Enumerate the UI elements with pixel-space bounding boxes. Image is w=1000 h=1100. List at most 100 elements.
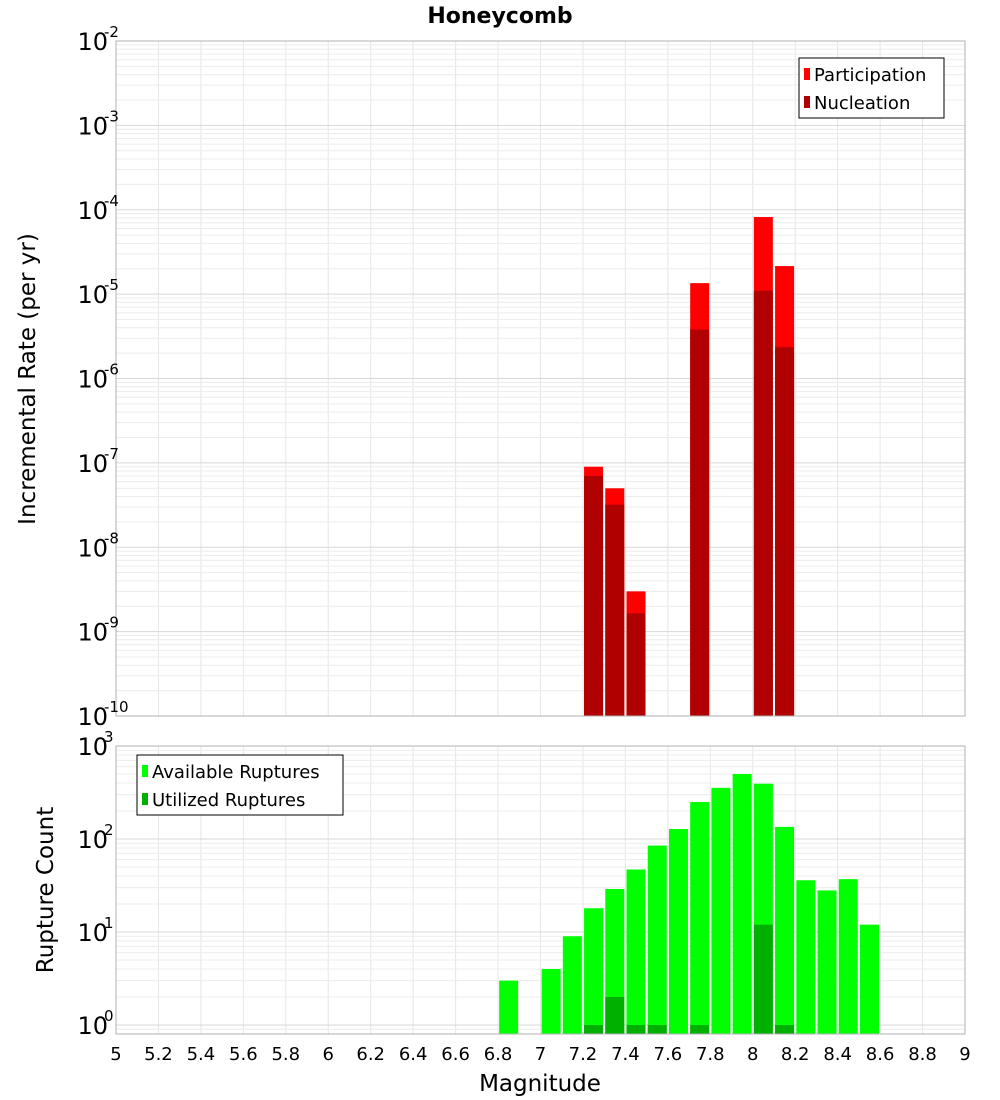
bar-nucleation [690, 329, 710, 716]
y-tick-exponent: 0 [104, 1007, 114, 1025]
x-tick-label: 9 [959, 1044, 970, 1065]
y-tick-exponent: -5 [104, 276, 119, 294]
y-tick-base: 10 [77, 197, 108, 225]
legend-swatch [804, 68, 810, 80]
y-tick-exponent: -8 [104, 529, 119, 547]
x-tick-label: 7.6 [654, 1044, 683, 1065]
y-tick-label: 100 [77, 1007, 113, 1040]
x-axis-label: Magnitude [479, 1071, 601, 1097]
bar-nucleation [605, 504, 625, 716]
bar-available-ruptures [775, 826, 795, 1034]
bar-available-ruptures [668, 829, 688, 1034]
legend-swatch [804, 96, 810, 108]
y-axis-label: Incremental Rate (per yr) [15, 233, 41, 525]
x-tick-label: 5.2 [144, 1044, 173, 1065]
bar-utilized-ruptures [753, 924, 773, 1034]
legend-entry: Available Ruptures [152, 762, 320, 783]
y-tick-label: 10-6 [77, 361, 119, 394]
y-tick-label: 10-10 [77, 698, 128, 731]
x-tick-label: 5.4 [187, 1044, 216, 1065]
y-tick-exponent: 1 [104, 914, 114, 932]
legend-entry: Utilized Ruptures [152, 790, 305, 811]
bar-available-ruptures [562, 936, 582, 1034]
y-tick-exponent: -7 [104, 445, 119, 463]
legend: Available Ruptures Utilized Ruptures [136, 754, 344, 816]
bar-utilized-ruptures [605, 996, 625, 1034]
legend-box [798, 57, 945, 119]
bar-available-ruptures [859, 924, 879, 1034]
x-tick-label: 8 [747, 1044, 758, 1065]
bar-utilized-ruptures [584, 1024, 604, 1034]
x-tick-label: 6.8 [484, 1044, 513, 1065]
x-tick-label: 7.8 [696, 1044, 725, 1065]
x-tick-label: 7 [535, 1044, 546, 1065]
x-tick-label: 6.6 [441, 1044, 470, 1065]
legend: Participation Nucleation [798, 57, 945, 119]
y-tick-base: 10 [77, 919, 108, 947]
y-tick-base: 10 [77, 450, 108, 478]
y-tick-base: 10 [77, 366, 108, 394]
y-tick-exponent: -10 [104, 698, 129, 716]
x-tick-label: 5.6 [229, 1044, 258, 1065]
x-tick-label: 7.4 [611, 1044, 640, 1065]
bar-utilized-ruptures [775, 1024, 795, 1034]
y-tick-exponent: -9 [104, 614, 119, 632]
x-tick-label: 8.8 [908, 1044, 937, 1065]
y-tick-exponent: -2 [104, 23, 119, 41]
x-tick-label: 8.6 [866, 1044, 895, 1065]
legend-entry: Participation [814, 65, 926, 86]
x-tick-label: 8.4 [823, 1044, 852, 1065]
bar-available-ruptures [584, 908, 604, 1034]
bar-nucleation [775, 347, 795, 716]
y-tick-label: 10-7 [77, 445, 119, 478]
legend-swatch [142, 793, 148, 805]
bar-utilized-ruptures [647, 1024, 667, 1034]
y-tick-exponent: -4 [104, 192, 119, 210]
y-tick-base: 10 [77, 28, 108, 56]
y-tick-base: 10 [77, 733, 108, 761]
legend-box [136, 754, 344, 816]
plot-frame-1 [115, 745, 966, 1035]
y-tick-base: 10 [77, 1012, 108, 1040]
y-tick-exponent: -6 [104, 361, 119, 379]
x-tick-label: 7.2 [569, 1044, 598, 1065]
y-axis-label: Rupture Count [33, 807, 59, 973]
y-tick-exponent: 2 [104, 821, 114, 839]
y-tick-base: 10 [77, 112, 108, 140]
bar-available-ruptures [796, 880, 816, 1034]
bar-nucleation [753, 290, 773, 716]
bar-available-ruptures [626, 869, 646, 1034]
y-tick-label: 10-4 [77, 192, 119, 225]
chart-title: Honeycomb [427, 4, 572, 29]
y-tick-exponent: 3 [104, 728, 114, 746]
legend-entry: Nucleation [814, 93, 910, 114]
x-tick-label: 5 [110, 1044, 121, 1065]
x-tick-label: 6.4 [399, 1044, 428, 1065]
bar-available-ruptures [499, 980, 519, 1034]
y-tick-base: 10 [77, 826, 108, 854]
bar-available-ruptures [541, 968, 561, 1034]
y-tick-base: 10 [77, 703, 108, 731]
y-tick-label: 101 [77, 914, 113, 947]
bar-available-ruptures [817, 890, 837, 1034]
y-tick-base: 10 [77, 534, 108, 562]
y-tick-label: 10-8 [77, 529, 119, 562]
y-tick-label: 10-5 [77, 276, 119, 309]
bar-utilized-ruptures [626, 1024, 646, 1034]
x-tick-label: 8.2 [781, 1044, 810, 1065]
bar-available-ruptures [732, 773, 752, 1034]
bar-nucleation [584, 475, 604, 716]
bar-available-ruptures [690, 801, 710, 1034]
plot-frame-0 [115, 40, 966, 717]
bar-available-ruptures [711, 787, 731, 1034]
x-tick-label: 6.2 [356, 1044, 385, 1065]
bar-available-ruptures [647, 845, 667, 1034]
y-tick-exponent: -3 [104, 107, 119, 125]
y-tick-label: 102 [77, 821, 113, 854]
bar-available-ruptures [838, 879, 858, 1034]
bar-utilized-ruptures [690, 1024, 710, 1034]
y-tick-base: 10 [77, 619, 108, 647]
y-tick-base: 10 [77, 281, 108, 309]
y-tick-label: 103 [77, 728, 113, 761]
